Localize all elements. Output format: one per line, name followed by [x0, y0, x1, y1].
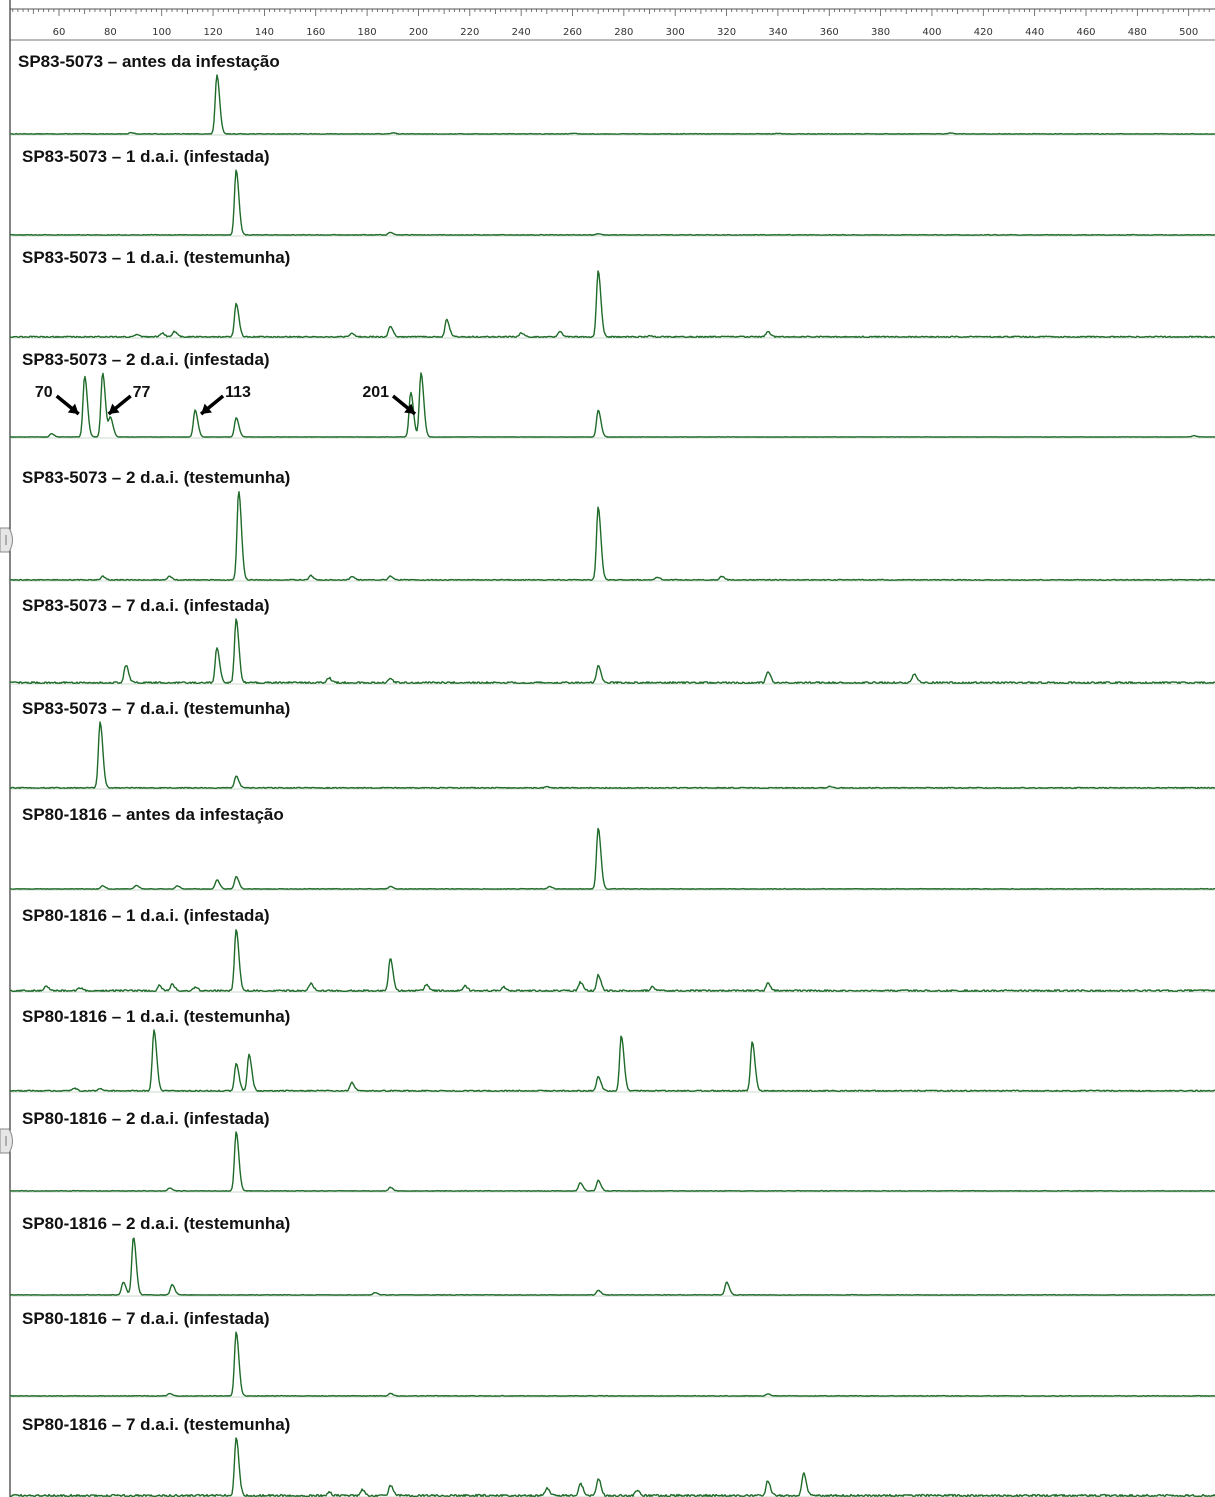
- x-tick-label: 180: [358, 27, 377, 38]
- trace-line: [9, 827, 1215, 890]
- annotation-label: 70: [35, 384, 53, 401]
- x-tick-label: 480: [1128, 27, 1147, 38]
- scroll-marker-icon[interactable]: [0, 1128, 13, 1154]
- x-tick-label: 120: [204, 27, 223, 38]
- track: SP83-5073 – 2 d.a.i. (infestada): [10, 350, 1215, 439]
- trace-line: [9, 169, 1215, 236]
- annotation-label: 201: [362, 384, 389, 401]
- x-tick-label: 420: [974, 27, 993, 38]
- x-tick-label: 60: [53, 27, 66, 38]
- track-label: SP83-5073 – 7 d.a.i. (testemunha): [22, 699, 290, 718]
- x-tick-label: 380: [871, 27, 890, 38]
- track-label: SP83-5073 – 2 d.a.i. (testemunha): [22, 468, 290, 487]
- track: SP80-1816 – 1 d.a.i. (infestada): [9, 906, 1215, 993]
- trace-line: [9, 1237, 1215, 1296]
- track-label: SP80-1816 – 2 d.a.i. (infestada): [22, 1109, 270, 1128]
- peak-annotation: 70: [35, 384, 80, 416]
- x-tick-label: 340: [768, 27, 787, 38]
- x-tick-label: 240: [512, 27, 531, 38]
- annotation-arrowhead: [201, 403, 212, 414]
- track: SP80-1816 – antes da infestação: [9, 805, 1215, 891]
- peak-annotation: 201: [362, 384, 417, 416]
- side-scroll-markers: [0, 527, 13, 1154]
- trace-line: [10, 372, 1215, 438]
- trace-line: [9, 270, 1215, 338]
- track-label: SP80-1816 – 1 d.a.i. (testemunha): [22, 1007, 290, 1026]
- x-tick-label: 300: [666, 27, 685, 38]
- x-tick-label: 200: [409, 27, 428, 38]
- track-label: SP80-1816 – 1 d.a.i. (infestada): [22, 906, 270, 925]
- x-tick-label: 140: [255, 27, 274, 38]
- x-tick-label: 100: [152, 27, 171, 38]
- x-tick-label: 360: [820, 27, 839, 38]
- track-label: SP83-5073 – 2 d.a.i. (infestada): [22, 350, 270, 369]
- track-label: SP80-1816 – antes da infestação: [22, 805, 284, 824]
- trace-line: [9, 491, 1215, 581]
- track: SP83-5073 – 7 d.a.i. (infestada): [9, 596, 1215, 685]
- track-label: SP83-5073 – 1 d.a.i. (testemunha): [22, 248, 290, 267]
- track: SP83-5073 – 7 d.a.i. (testemunha): [9, 699, 1215, 790]
- annotation-arrowhead: [67, 403, 79, 414]
- track-label: SP80-1816 – 7 d.a.i. (testemunha): [22, 1415, 290, 1434]
- trace-line: [9, 1029, 1215, 1092]
- x-tick-label: 500: [1179, 27, 1198, 38]
- scroll-marker-icon[interactable]: [0, 527, 13, 553]
- track: SP80-1816 – 2 d.a.i. (infestada): [9, 1109, 1215, 1193]
- trace-line: [9, 1131, 1215, 1192]
- track: SP83-5073 – antes da infestação: [9, 52, 1215, 136]
- peak-annotation: 113: [199, 384, 251, 416]
- trace-line: [9, 929, 1215, 992]
- peak-annotation: 77: [107, 384, 151, 416]
- trace-line: [10, 1437, 1215, 1497]
- track-label: SP83-5073 – 7 d.a.i. (infestada): [22, 596, 270, 615]
- track: SP83-5073 – 1 d.a.i. (testemunha): [9, 248, 1215, 339]
- x-tick-label: 440: [1025, 27, 1044, 38]
- x-axis-ruler: 60 80 100 120 140 160 180 200 220 240 260 280 300 320…: [9, 0, 1215, 1497]
- track: SP83-5073 – 2 d.a.i. (testemunha): [9, 468, 1215, 582]
- x-tick-label: 460: [1076, 27, 1095, 38]
- track-label: SP83-5073 – 1 d.a.i. (infestada): [22, 147, 270, 166]
- trace-line: [9, 618, 1215, 684]
- track: SP80-1816 – 1 d.a.i. (testemunha): [9, 1007, 1215, 1093]
- track: SP80-1816 – 7 d.a.i. (testemunha): [10, 1415, 1215, 1497]
- trace-line: [9, 74, 1215, 135]
- x-tick-label: 320: [717, 27, 736, 38]
- x-tick-label: 220: [460, 27, 479, 38]
- trace-tracks: SP83-5073 – antes da infestação SP83-5073…: [9, 52, 1215, 1497]
- track: SP80-1816 – 7 d.a.i. (infestada): [9, 1309, 1215, 1398]
- track-label: SP80-1816 – 2 d.a.i. (testemunha): [22, 1214, 290, 1233]
- trace-line: [9, 721, 1215, 789]
- annotation-label: 77: [133, 384, 151, 401]
- annotation-arrowhead: [404, 403, 416, 414]
- track-label: SP83-5073 – antes da infestação: [18, 52, 280, 71]
- x-tick-label: 160: [306, 27, 325, 38]
- x-tick-label: 260: [563, 27, 582, 38]
- trace-line: [9, 1331, 1215, 1397]
- annotation-label: 113: [225, 384, 251, 401]
- x-tick-label: 280: [614, 27, 633, 38]
- track: SP83-5073 – 1 d.a.i. (infestada): [9, 147, 1215, 237]
- annotation-arrowhead: [108, 403, 120, 414]
- x-tick-label: 400: [922, 27, 941, 38]
- x-tick-label: 80: [104, 27, 117, 38]
- track-label: SP80-1816 – 7 d.a.i. (infestada): [22, 1309, 270, 1328]
- track: SP80-1816 – 2 d.a.i. (testemunha): [9, 1214, 1215, 1297]
